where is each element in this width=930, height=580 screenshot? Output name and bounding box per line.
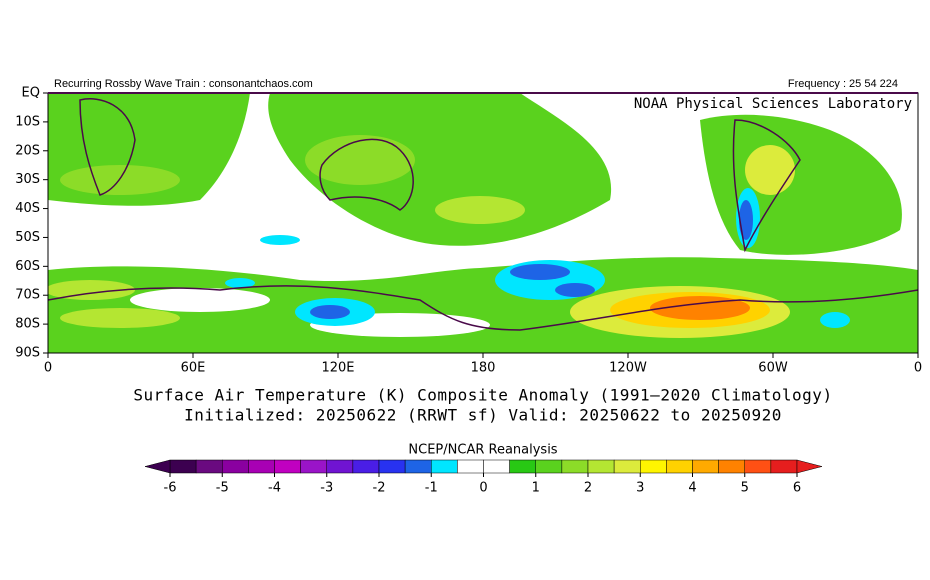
shade <box>820 312 850 328</box>
shade <box>745 145 795 195</box>
colorbar-box <box>404 459 432 474</box>
colorbar-box <box>744 459 772 474</box>
colorbar-box <box>483 459 510 474</box>
colorbar-box <box>457 459 484 474</box>
x-tick-label: 120E <box>321 361 354 376</box>
x-tick-label: 180 <box>471 361 496 376</box>
colorbar-label: 4 <box>688 481 696 496</box>
colorbar-label: -3 <box>320 481 333 496</box>
shade <box>310 305 350 319</box>
shade <box>260 235 300 245</box>
colorbar-label: 3 <box>636 481 644 496</box>
colorbar-label: 6 <box>793 481 801 496</box>
colorbar-box <box>561 459 589 474</box>
colorbar-label: 5 <box>741 481 749 496</box>
shade <box>130 288 270 312</box>
colorbar-box <box>509 459 536 474</box>
colorbar-arrow <box>144 459 171 474</box>
shade <box>555 283 595 297</box>
header-left: Recurring Rossby Wave Train : consonantc… <box>54 78 313 90</box>
axes: EQ 10S 20S 30S 40S 50S 60S 70S 80S 90S 0 60E 120E 180… <box>15 86 922 496</box>
colorbar-box <box>169 459 197 474</box>
colorbar-label: -2 <box>373 481 386 496</box>
shade <box>650 296 750 320</box>
y-tick-label: EQ <box>22 86 40 101</box>
colorbar-box <box>195 459 223 474</box>
colorbar-box <box>587 459 615 474</box>
y-tick-label: 90S <box>15 346 40 361</box>
colorbar-box <box>300 459 327 474</box>
shade <box>60 308 180 328</box>
x-tick-label: 120W <box>609 361 647 376</box>
y-tick-label: 40S <box>15 201 40 216</box>
colorbar-box <box>718 459 745 474</box>
colorbar-box <box>770 459 798 474</box>
colorbar-box <box>352 459 380 474</box>
colorbar-label: -1 <box>425 481 438 496</box>
shade <box>739 200 753 240</box>
shade <box>268 93 612 246</box>
y-tick-label: 10S <box>15 114 40 129</box>
colorbar-label: 1 <box>532 481 540 496</box>
colorbar-title: NCEP/NCAR Reanalysis <box>408 443 557 458</box>
shade <box>510 264 570 280</box>
y-tick-label: 80S <box>15 317 40 332</box>
shade <box>225 278 255 288</box>
colorbar-box <box>248 459 275 474</box>
subtitle: Initialized: 20250622 (RRWT sf) Valid: 2… <box>184 406 782 425</box>
colorbar-label: -4 <box>268 481 281 496</box>
colorbar-label: 0 <box>479 481 487 496</box>
y-tick-label: 30S <box>15 172 40 187</box>
shade <box>305 135 415 185</box>
x-tick-label: 0 <box>914 361 922 376</box>
y-tick-label: 20S <box>15 143 40 158</box>
colorbar-box <box>274 459 301 474</box>
credit: NOAA Physical Sciences Laboratory <box>634 96 912 112</box>
colorbar-box <box>640 459 667 474</box>
coastline <box>48 285 918 331</box>
shade <box>435 196 525 224</box>
colorbar-box <box>222 459 249 474</box>
colorbar-box <box>378 459 406 474</box>
x-tick-label: 0 <box>44 361 52 376</box>
colorbar-box <box>535 459 563 474</box>
shade <box>48 280 135 300</box>
y-tick-label: 60S <box>15 259 40 274</box>
colorbar-box <box>326 459 354 474</box>
coastline <box>319 138 414 211</box>
x-tick-label: 60W <box>758 361 788 376</box>
colorbar-arrow <box>796 459 823 474</box>
colorbar-label: 2 <box>584 481 592 496</box>
header-right: Frequency : 25 54 224 <box>788 78 898 90</box>
colorbar-label: -6 <box>164 481 177 496</box>
shade <box>60 165 180 195</box>
colorbar-box <box>431 459 458 474</box>
colorbar-box <box>666 459 693 474</box>
anomaly-field <box>48 93 918 353</box>
coastline <box>79 98 136 196</box>
colorbar-label: -5 <box>216 481 229 496</box>
colorbar-box <box>613 459 641 474</box>
colorbar-box <box>692 459 719 474</box>
y-tick-label: 50S <box>15 230 40 245</box>
coastline <box>732 119 801 253</box>
y-tick-label: 70S <box>15 288 40 303</box>
x-tick-label: 60E <box>181 361 206 376</box>
title: Surface Air Temperature (K) Composite An… <box>133 386 832 405</box>
